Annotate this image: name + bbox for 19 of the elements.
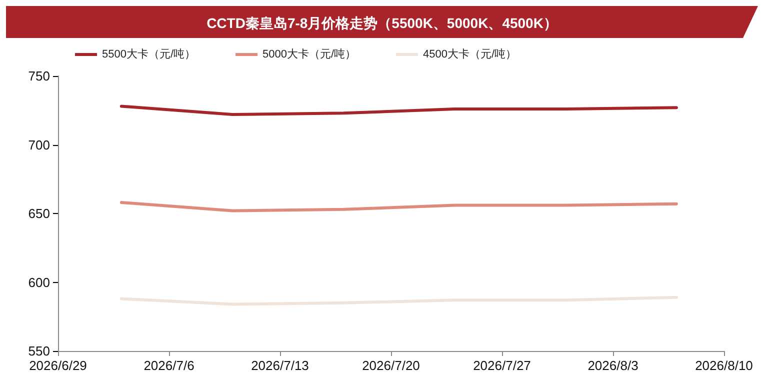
legend-label: 5000大卡（元/吨） (262, 48, 356, 60)
x-tick-label: 2026/7/20 (362, 358, 420, 373)
y-tick-label: 550 (28, 344, 50, 358)
y-tick-label: 600 (28, 274, 50, 290)
line-series (120, 201, 678, 212)
x-tick-label: 2026/6/29 (29, 358, 87, 373)
line-series (120, 296, 678, 306)
line-series (120, 104, 678, 116)
x-tick-label: 2026/7/27 (473, 358, 531, 373)
y-tick-label: 750 (28, 68, 50, 84)
y-tick-label: 650 (28, 206, 50, 221)
legend-label: 4500大卡（元/吨） (423, 48, 517, 60)
x-tick-label: 2026/7/6 (144, 358, 194, 373)
x-tick-label: 2026/8/10 (695, 358, 753, 373)
legend-label: 5500大卡（元/吨） (102, 48, 196, 60)
y-tick-label: 700 (28, 137, 50, 152)
x-tick-label: 2026/7/13 (251, 358, 309, 373)
chart-title: CCTD秦皇岛7-8月价格走势（5500K、5000K、4500K） (206, 15, 558, 31)
x-tick-label: 2026/8/3 (588, 358, 638, 373)
